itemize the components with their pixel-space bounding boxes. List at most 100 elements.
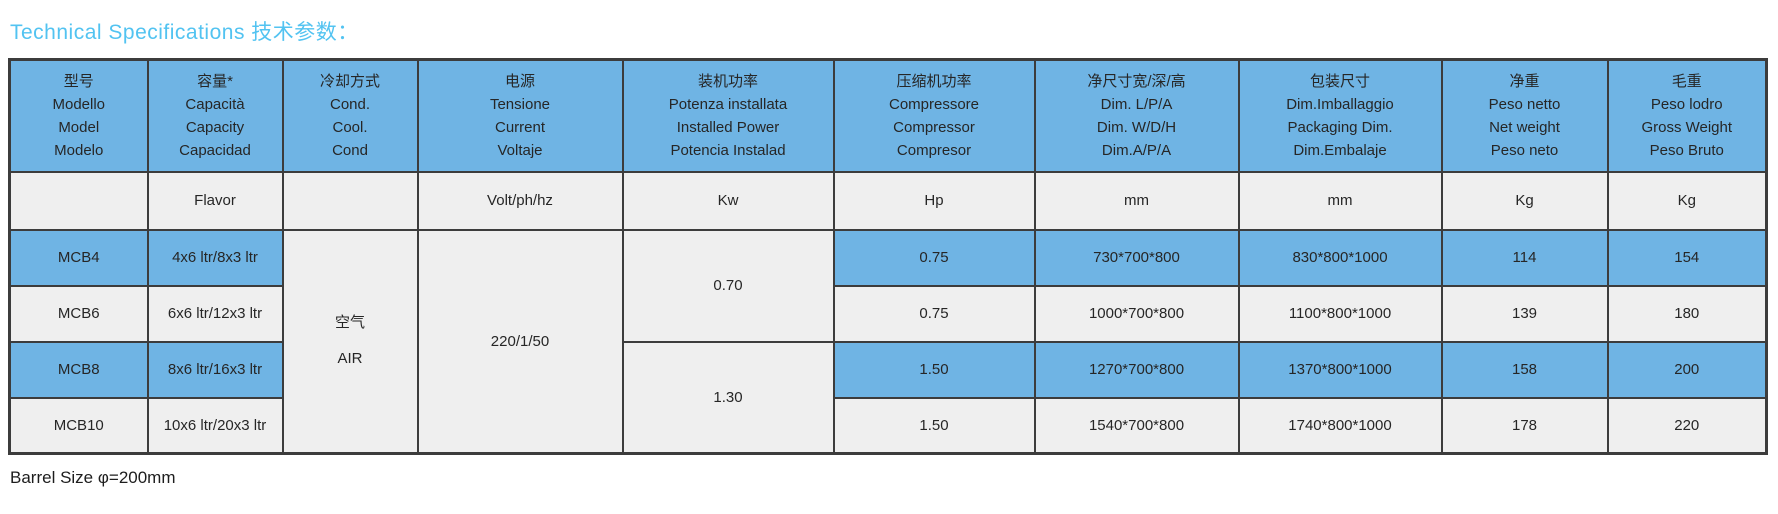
packaging-dimensions-cell: 1370*800*1000 — [1237, 340, 1443, 399]
model-cell: MCB6 — [8, 284, 149, 343]
header-line: 压缩机功率 — [896, 72, 972, 90]
table-row-mcb8: MCB8 8x6 ltr/16x3 ltr 1.30 1.50 1270*700… — [8, 340, 1768, 455]
net-weight-cell: 158 — [1440, 340, 1609, 399]
net-dimensions-cell: 1540*700*800 — [1033, 396, 1240, 455]
net-weight-cell: 178 — [1440, 396, 1609, 455]
compressor-cell: 1.50 — [832, 396, 1036, 455]
compressor-cell: 0.75 — [832, 284, 1036, 343]
gross-weight-cell: 200 — [1606, 340, 1768, 399]
net-dimensions-cell: 730*700*800 — [1033, 228, 1240, 287]
unit-cell-model — [8, 170, 149, 231]
packaging-dimensions-cell: 830*800*1000 — [1237, 228, 1443, 287]
column-header-gross-weight: 毛重 Peso lodro Gross Weight Peso Bruto — [1606, 58, 1768, 173]
net-dimensions-cell: 1000*700*800 — [1033, 284, 1240, 343]
header-line: Peso Bruto — [1649, 141, 1724, 159]
header-line: Modelo — [54, 141, 104, 159]
table-row-mcb6: MCB6 6x6 ltr/12x3 ltr 0.75 1000*700*800 … — [8, 284, 1768, 343]
header-line: Modello — [52, 95, 106, 113]
header-line: Peso neto — [1490, 141, 1559, 159]
voltage-merged-cell: 220/1/50 — [416, 228, 624, 455]
header-line: Installed Power — [676, 118, 780, 136]
cooling-merged-cell: 空气 AIR — [281, 228, 419, 455]
column-header-net-weight: 净重 Peso netto Net weight Peso neto — [1440, 58, 1609, 173]
header-line: Tensione — [489, 95, 551, 113]
barrel-size-note: Barrel Size φ=200mm — [10, 468, 176, 487]
gross-weight-cell: 180 — [1606, 284, 1768, 343]
capacity-cell: 4x6 ltr/8x3 ltr — [146, 228, 284, 287]
net-weight-cell: 114 — [1440, 228, 1609, 287]
column-header-cooling: 冷却方式 Cond. Cool. Cond — [281, 58, 419, 173]
header-row: 型号 Modello Model Modelo 容量* Capacità Cap… — [8, 58, 1768, 173]
unit-cell-power: Volt/ph/hz — [416, 170, 624, 231]
header-line: Dim.Imballaggio — [1286, 95, 1394, 113]
header-line: Capacity — [185, 118, 245, 136]
table-row-mcb10: MCB10 10x6 ltr/20x3 ltr 1.50 1540*700*80… — [8, 396, 1768, 455]
header-line: Model — [58, 118, 100, 136]
header-line: Net weight — [1489, 118, 1560, 136]
header-line: 型号 — [63, 72, 94, 90]
header-line: 净尺寸宽/深/高 — [1087, 72, 1186, 90]
installed-power-merged-cell-top: 0.70 — [621, 228, 835, 343]
model-cell: MCB4 — [8, 228, 149, 287]
column-header-compressor: 压缩机功率 Compressore Compressor Compresor — [832, 58, 1036, 173]
header-line: Cond — [332, 141, 368, 159]
table-row-mcb4: MCB4 4x6 ltr/8x3 ltr 空气 AIR 220/1/50 0.7… — [8, 228, 1768, 455]
unit-cell-capacity: Flavor — [146, 170, 284, 231]
capacity-cell: 8x6 ltr/16x3 ltr — [146, 340, 284, 399]
header-line: Cond. — [329, 95, 371, 113]
compressor-cell: 0.75 — [832, 228, 1036, 287]
column-header-capacity: 容量* Capacità Capacity Capacidad — [146, 58, 284, 173]
model-cell: MCB8 — [8, 340, 149, 399]
packaging-dimensions-cell: 1740*800*1000 — [1237, 396, 1443, 455]
header-line: 净重 — [1509, 72, 1540, 90]
header-line: 毛重 — [1671, 72, 1702, 90]
net-weight-cell: 139 — [1440, 284, 1609, 343]
header-line: Peso netto — [1488, 95, 1561, 113]
unit-cell-net-weight: Kg — [1440, 170, 1609, 231]
unit-cell-installed-power: Kw — [621, 170, 835, 231]
gross-weight-cell: 220 — [1606, 396, 1768, 455]
header-line: 包装尺寸 — [1309, 72, 1370, 90]
unit-cell-cooling — [281, 170, 419, 231]
header-line: 电源 — [504, 72, 535, 90]
column-header-packaging-dimensions: 包装尺寸 Dim.Imballaggio Packaging Dim. Dim.… — [1237, 58, 1443, 173]
cooling-label-zh: 空气 — [334, 314, 365, 332]
column-header-installed-power: 装机功率 Potenza installata Installed Power … — [621, 58, 835, 173]
column-header-model: 型号 Modello Model Modelo — [8, 58, 149, 173]
header-line: Dim.A/P/A — [1101, 141, 1172, 159]
cooling-label-en: AIR — [337, 350, 363, 368]
page-title: Technical Specifications 技术参数： — [10, 21, 359, 44]
header-line: Dim. W/D/H — [1096, 118, 1177, 136]
header-line: Potencia Instalad — [670, 141, 786, 159]
header-line: Cool. — [332, 118, 368, 136]
header-line: Gross Weight — [1641, 118, 1733, 136]
capacity-cell: 10x6 ltr/20x3 ltr — [146, 396, 284, 455]
header-line: Voltaje — [497, 141, 543, 159]
units-row: Flavor Volt/ph/hz Kw Hp mm mm Kg Kg — [8, 170, 1768, 231]
capacity-cell: 6x6 ltr/12x3 ltr — [146, 284, 284, 343]
header-line: 容量* — [197, 72, 233, 90]
spec-table: 型号 Modello Model Modelo 容量* Capacità Cap… — [8, 58, 1768, 455]
column-header-power: 电源 Tensione Current Voltaje — [416, 58, 624, 173]
header-line: Dim. L/P/A — [1100, 95, 1173, 113]
header-line: Capacidad — [179, 141, 251, 159]
installed-power-merged-cell-bottom: 1.30 — [621, 340, 835, 455]
gross-weight-cell: 154 — [1606, 228, 1768, 287]
header-line: 装机功率 — [697, 72, 758, 90]
unit-cell-net-dimensions: mm — [1033, 170, 1240, 231]
header-line: Compressore — [888, 95, 980, 113]
header-line: Current — [494, 118, 546, 136]
unit-cell-compressor: Hp — [832, 170, 1036, 231]
unit-cell-gross-weight: Kg — [1606, 170, 1768, 231]
header-line: Potenza installata — [668, 95, 788, 113]
header-line: Peso lodro — [1650, 95, 1723, 113]
model-cell: MCB10 — [8, 396, 149, 455]
header-line: Packaging Dim. — [1287, 118, 1393, 136]
header-line: Compresor — [896, 141, 972, 159]
net-dimensions-cell: 1270*700*800 — [1033, 340, 1240, 399]
unit-cell-packaging-dimensions: mm — [1237, 170, 1443, 231]
header-line: Capacità — [185, 95, 245, 113]
compressor-cell: 1.50 — [832, 340, 1036, 399]
header-line: Dim.Embalaje — [1293, 141, 1387, 159]
